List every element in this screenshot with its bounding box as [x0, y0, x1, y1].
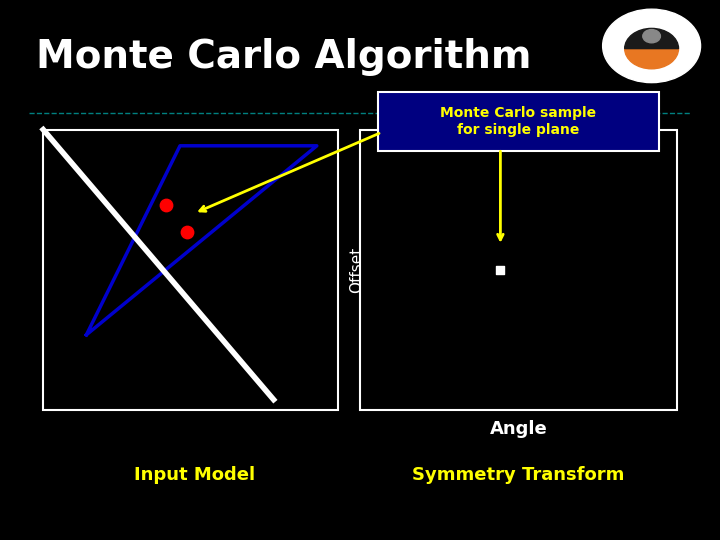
- Circle shape: [603, 9, 701, 83]
- Point: [495, 266, 506, 274]
- Text: Offset: Offset: [349, 247, 364, 293]
- Point: [181, 228, 193, 237]
- Wedge shape: [625, 29, 678, 49]
- Text: Symmetry Transform: Symmetry Transform: [413, 466, 624, 484]
- Text: Monte Carlo Algorithm: Monte Carlo Algorithm: [36, 38, 531, 76]
- Wedge shape: [625, 49, 678, 69]
- FancyBboxPatch shape: [378, 92, 659, 151]
- Text: Monte Carlo sample
for single plane: Monte Carlo sample for single plane: [441, 106, 596, 137]
- Bar: [360, 130, 677, 410]
- Circle shape: [643, 30, 660, 43]
- Point: [160, 201, 171, 210]
- Bar: [43, 130, 338, 410]
- Text: Angle: Angle: [490, 420, 547, 438]
- Text: Input Model: Input Model: [134, 466, 255, 484]
